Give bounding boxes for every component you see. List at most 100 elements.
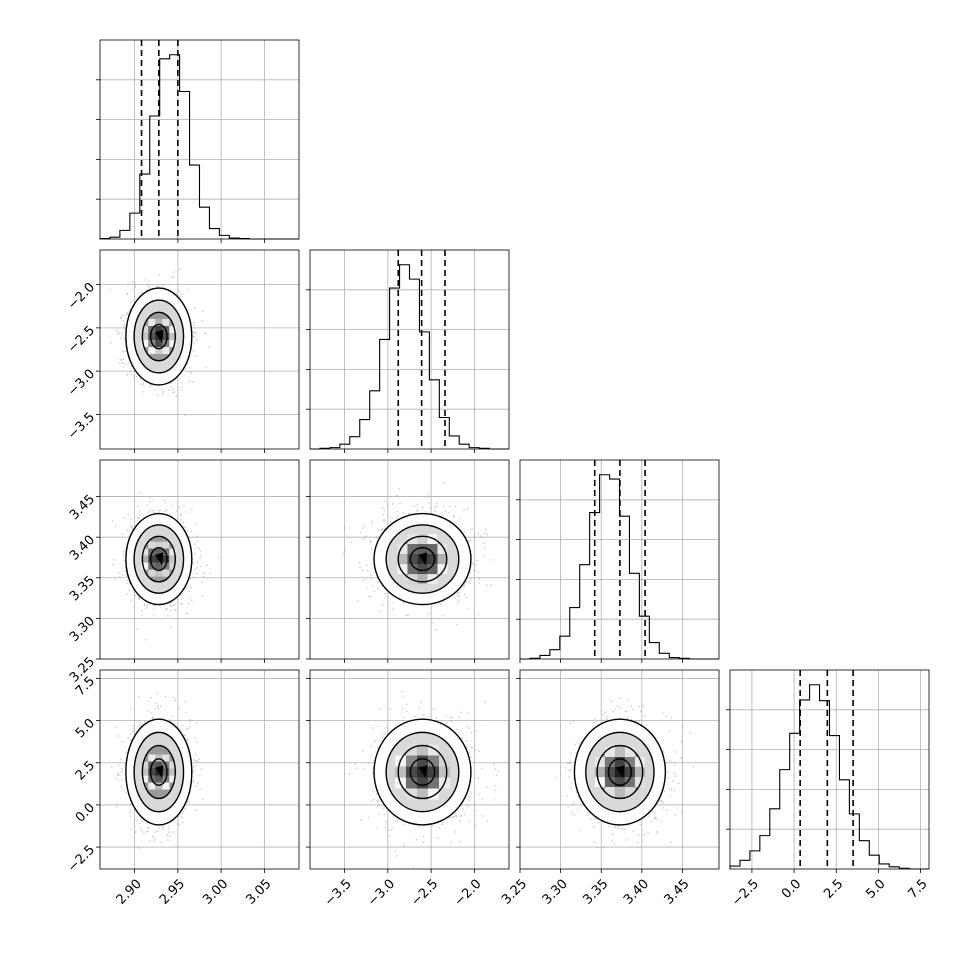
contour-line: [133, 299, 185, 374]
density-cell: [604, 777, 615, 788]
y-tick-label: −3.0: [65, 367, 98, 400]
density-cell: [148, 782, 156, 790]
density-cell: [405, 744, 417, 756]
density-cell: [624, 787, 635, 798]
x-tick-label: 2.95: [157, 877, 188, 908]
density-cell: [614, 747, 625, 758]
y-tick-label: 3.35: [67, 573, 98, 604]
y-tick-label: 3.45: [67, 492, 98, 523]
density-cell: [416, 755, 428, 767]
gridlines: [520, 460, 719, 659]
contour-line: [573, 718, 667, 826]
density-cell: [141, 326, 149, 334]
density-cell: [594, 767, 605, 778]
density-cell: [141, 775, 149, 783]
histogram-panel: [726, 669, 930, 873]
density-cell: [155, 569, 163, 577]
density-cell: [155, 319, 163, 327]
density-cell: [155, 754, 163, 762]
density-cell: [155, 761, 163, 769]
density-cell: [155, 541, 163, 549]
contour-line: [141, 744, 177, 800]
density-cell: [162, 555, 170, 563]
histogram-panel: [516, 459, 720, 663]
x-tick-label: 2.90: [114, 877, 145, 908]
contour-line: [607, 758, 632, 786]
scatter-panel: [306, 669, 510, 873]
x-tick-label: 3.40: [621, 877, 652, 908]
density-cell: [405, 788, 417, 800]
density-cell: [155, 775, 163, 783]
x-tick-label: 0.0: [779, 877, 804, 902]
density-cell: [594, 777, 605, 788]
density-cell: [155, 326, 163, 334]
panel-frame: [99, 669, 300, 870]
contour-line: [125, 718, 193, 826]
density-cell: [614, 757, 625, 768]
gridlines: [310, 250, 509, 449]
y-tick-label: 0.0: [73, 800, 98, 825]
scatter-points: [342, 482, 492, 631]
density-cell: [155, 347, 163, 355]
density-layer: [111, 692, 204, 849]
y-tick-label: −2.0: [65, 280, 98, 313]
density-cell: [624, 757, 635, 768]
density-cell: [624, 747, 635, 758]
density-cell: [397, 554, 408, 565]
density-cell: [634, 767, 645, 778]
density-cell: [162, 754, 170, 762]
density-layer: [109, 250, 210, 416]
density-cell: [437, 564, 448, 575]
density-cell: [169, 768, 177, 776]
density-layer: [342, 482, 492, 631]
density-cell: [634, 777, 645, 788]
density-cell: [155, 548, 163, 556]
density-cell: [162, 333, 170, 341]
peak-contour: [155, 552, 164, 566]
x-tick-label: 3.45: [662, 877, 693, 908]
gridlines: [730, 670, 929, 869]
contour-line: [125, 287, 193, 386]
histogram-step: [729, 684, 929, 870]
x-tick-label: 3.25: [499, 877, 530, 908]
density-cell: [427, 544, 438, 555]
density-cell: [407, 554, 418, 565]
panel-frame: [99, 459, 300, 660]
gridlines: [100, 40, 299, 239]
x-tick-label: 7.5: [906, 877, 931, 902]
contour-line: [149, 547, 168, 572]
density-cell: [417, 564, 428, 575]
y-tick-label: −2.5: [65, 843, 98, 876]
scatter-panel: [516, 669, 720, 873]
contour-line: [133, 731, 185, 813]
scatter-panel: [96, 249, 300, 453]
density-cell: [405, 755, 417, 767]
density-cell: [169, 326, 177, 334]
density-cell: [141, 562, 149, 570]
density-cell: [604, 787, 615, 798]
scatter-panel: [96, 459, 300, 663]
density-cell: [427, 554, 438, 565]
x-tick-label: −3.5: [322, 877, 355, 910]
x-tick-label: −3.0: [365, 877, 398, 910]
panel-frame: [309, 249, 510, 450]
density-cell: [427, 788, 439, 800]
density-cell: [148, 569, 156, 577]
contour-line: [397, 744, 448, 800]
x-tick-label: 5.0: [863, 877, 888, 902]
histogram-step: [310, 264, 509, 450]
density-cell: [148, 754, 156, 762]
y-tick-label: −3.5: [65, 410, 98, 443]
contour-line: [149, 758, 168, 786]
peak-contour: [418, 552, 428, 566]
density-cell: [162, 541, 170, 549]
contour-line: [149, 323, 168, 350]
x-tick-label: −2.0: [452, 877, 485, 910]
density-cell: [394, 766, 406, 778]
x-tick-label: 3.05: [243, 877, 274, 908]
density-cell: [407, 534, 418, 545]
density-cell: [438, 766, 450, 778]
density-cell: [155, 562, 163, 570]
density-cell: [148, 347, 156, 355]
y-tick-label: 2.5: [73, 758, 98, 783]
